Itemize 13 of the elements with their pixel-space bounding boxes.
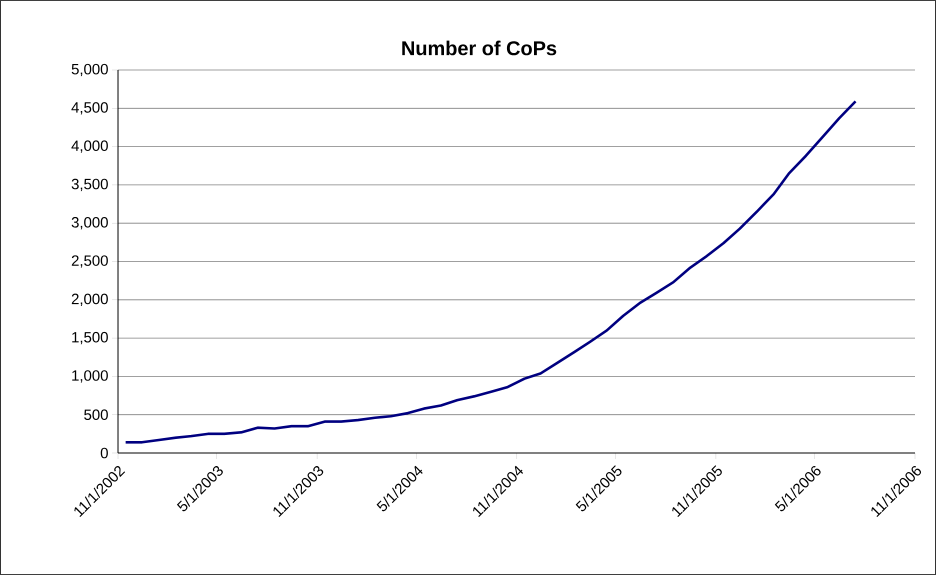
chart-title: Number of CoPs [402, 40, 556, 56]
y-tick-label: 1,500 [72, 332, 108, 344]
line-series [124, 100, 857, 444]
y-tick-label: 3,000 [72, 217, 108, 230]
y-tick-label: 4,000 [71, 140, 108, 153]
y-tick-label: 3,500 [72, 178, 108, 192]
y-tick-label: 0 [100, 448, 108, 458]
y-tick-label: 5,000 [72, 64, 108, 76]
y-tick-label: 4,500 [71, 102, 108, 114]
y-tick-label: 2,000 [72, 294, 108, 306]
y-tick-label: 2,500 [72, 255, 108, 268]
y-tick-label: 500 [84, 409, 108, 420]
y-tick-label: 1,000 [72, 370, 108, 383]
